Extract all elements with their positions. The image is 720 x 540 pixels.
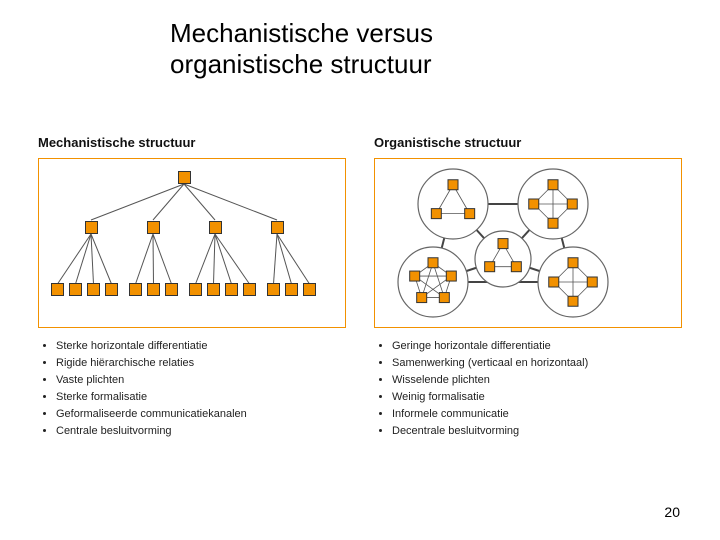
diagram-hierarchy <box>38 158 346 328</box>
node-square <box>87 283 100 296</box>
bullet-item: Geformaliseerde communicatiekanalen <box>56 406 346 423</box>
node-square <box>129 283 142 296</box>
node-square <box>147 283 160 296</box>
bullet-item: Centrale besluitvorming <box>56 423 346 440</box>
node-square <box>209 221 222 234</box>
heading-organistic: Organistische structuur <box>374 135 682 150</box>
hierarchy-lines <box>39 159 345 327</box>
diagram-network <box>374 158 682 328</box>
node-square <box>243 283 256 296</box>
column-organistic: Organistische structuur Geringe horizont… <box>374 135 682 440</box>
bullet-item: Wisselende plichten <box>392 372 682 389</box>
node-square <box>267 283 280 296</box>
bullet-item: Sterke formalisatie <box>56 389 346 406</box>
node-square <box>51 283 64 296</box>
node-square <box>147 221 160 234</box>
page-number: 20 <box>664 504 680 520</box>
node-square <box>189 283 202 296</box>
bullet-item: Rigide hiërarchische relaties <box>56 355 346 372</box>
bullet-item: Informele communicatie <box>392 406 682 423</box>
network-svg <box>375 159 681 327</box>
node-square <box>225 283 238 296</box>
node-square <box>178 171 191 184</box>
page-title: Mechanistische versus organistische stru… <box>170 18 433 80</box>
title-line-1: Mechanistische versus <box>170 18 433 48</box>
node-square <box>207 283 220 296</box>
node-square <box>69 283 82 296</box>
bullet-item: Samenwerking (verticaal en horizontaal) <box>392 355 682 372</box>
node-square <box>285 283 298 296</box>
bullet-item: Geringe horizontale differentiatie <box>392 338 682 355</box>
node-square <box>165 283 178 296</box>
panels: Mechanistische structuur Sterke horizont… <box>38 135 682 440</box>
heading-mechanistic: Mechanistische structuur <box>38 135 346 150</box>
node-square <box>303 283 316 296</box>
bullet-item: Weinig formalisatie <box>392 389 682 406</box>
bullets-mechanistic: Sterke horizontale differentiatieRigide … <box>38 338 346 440</box>
bullets-organistic: Geringe horizontale differentiatieSamenw… <box>374 338 682 440</box>
title-line-2: organistische structuur <box>170 49 432 79</box>
bullet-item: Sterke horizontale differentiatie <box>56 338 346 355</box>
node-square <box>271 221 284 234</box>
node-square <box>85 221 98 234</box>
bullet-item: Vaste plichten <box>56 372 346 389</box>
column-mechanistic: Mechanistische structuur Sterke horizont… <box>38 135 346 440</box>
node-square <box>105 283 118 296</box>
bullet-item: Decentrale besluitvorming <box>392 423 682 440</box>
